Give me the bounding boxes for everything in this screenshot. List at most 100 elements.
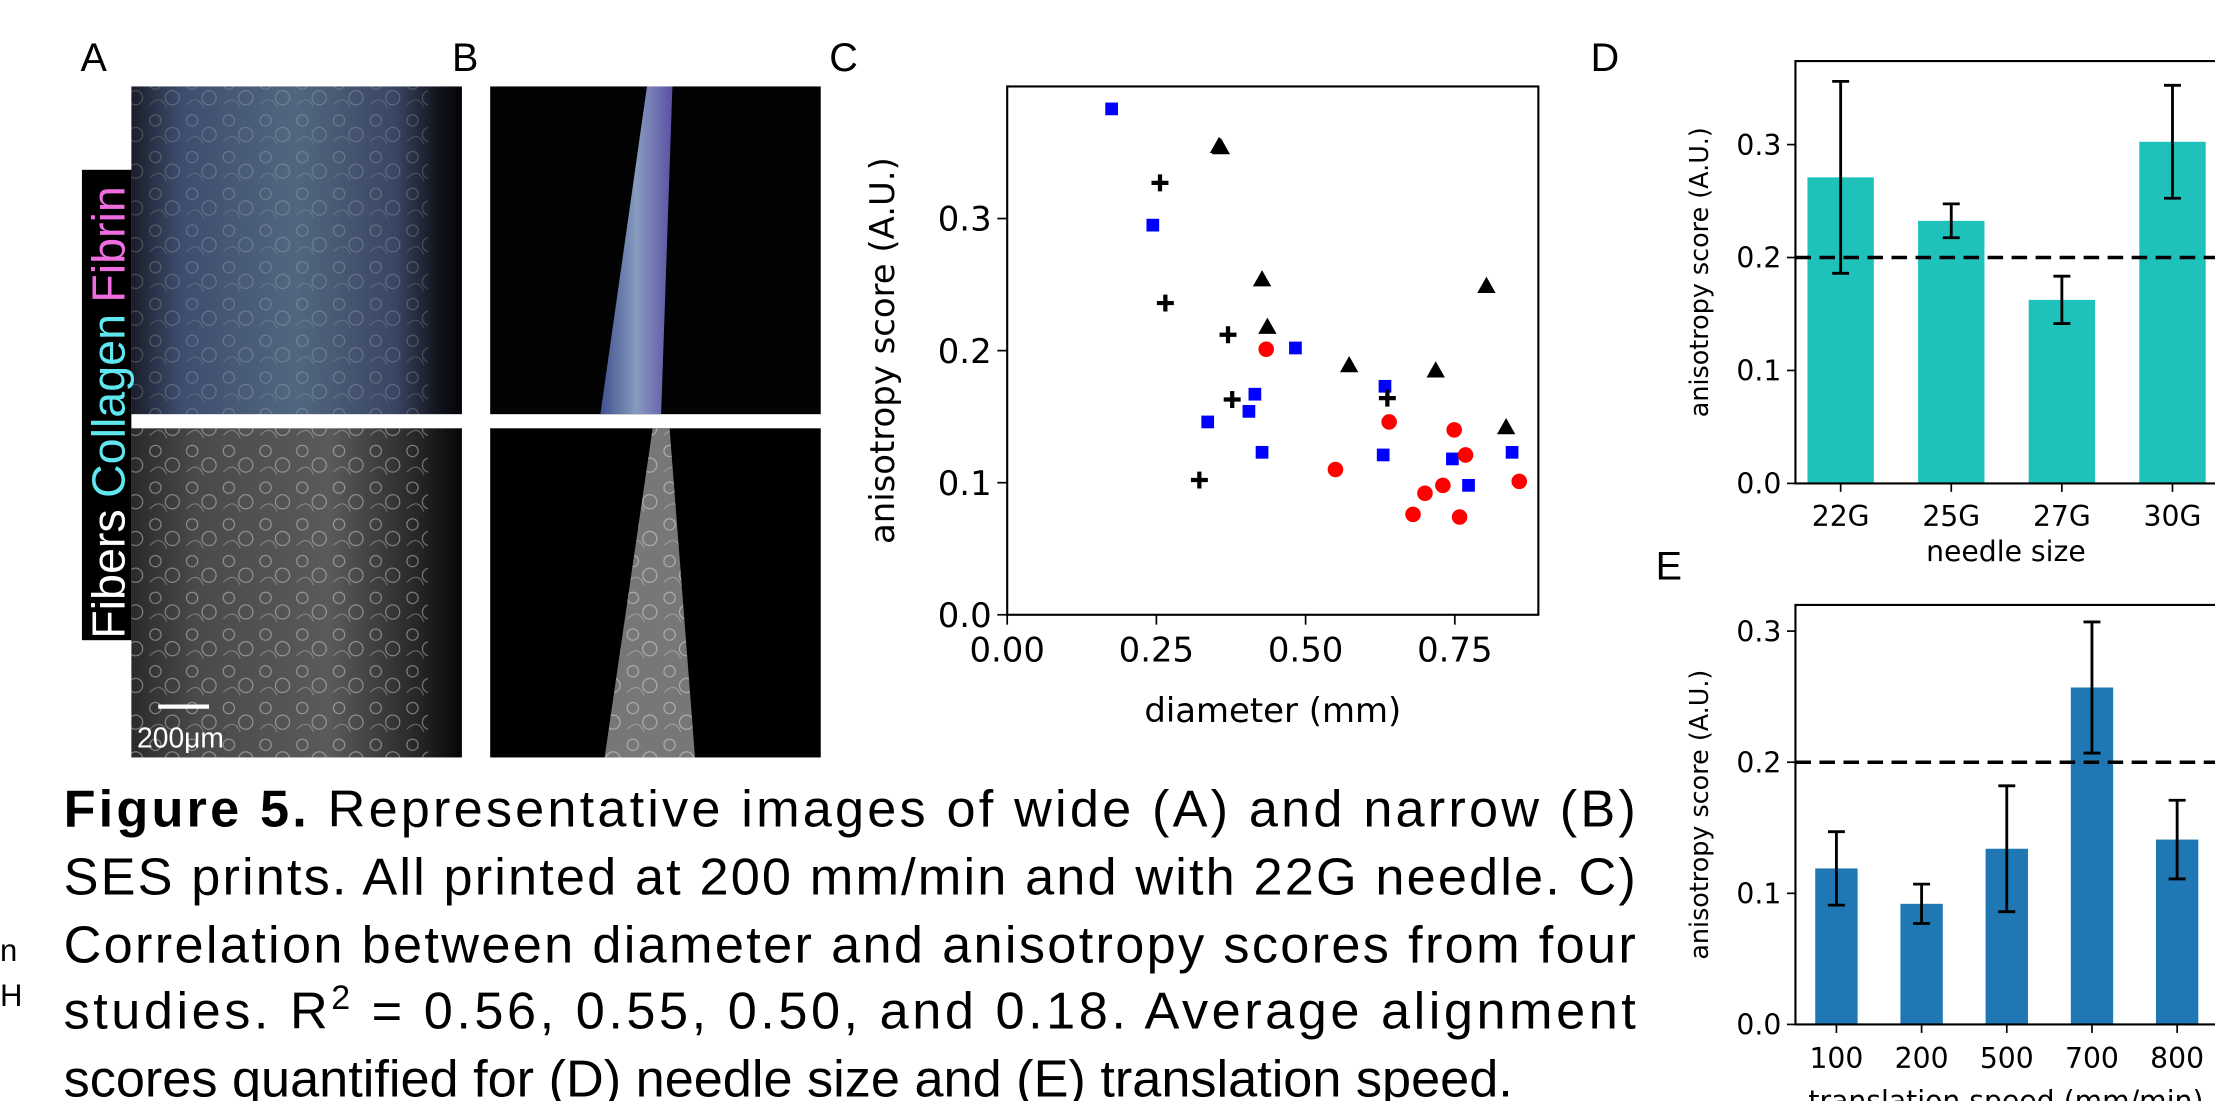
panel-label: C: [829, 36, 858, 80]
caption-text: Representative images of wide (A) and na…: [310, 781, 1636, 839]
x-axis-label: diameter (mm): [1144, 691, 1401, 730]
point: [1223, 391, 1241, 408]
error-bar: [2053, 274, 2071, 326]
x-tick-label: 100: [1809, 1042, 1863, 1075]
y-tick-label: 0.0: [938, 596, 992, 635]
point: [1242, 405, 1256, 418]
error-bar: [1913, 882, 1931, 925]
point: [1105, 102, 1118, 116]
point: [1378, 389, 1396, 407]
caption-text: = 0.56, 0.55, 0.50, and 0.18. Average al…: [354, 983, 1637, 1041]
print-strand-texture: [604, 428, 696, 758]
channel-legend: Fibers Collagen Fibrin: [82, 186, 134, 639]
y-tick-label: 0.3: [1736, 129, 1781, 162]
y-tick-label: 0.2: [1736, 242, 1781, 275]
point: [1457, 447, 1474, 463]
point: [1151, 174, 1169, 192]
point: [1146, 218, 1160, 232]
panel-label: E: [1656, 544, 1682, 588]
y-axis-label: anisotropy score (A.U.): [863, 157, 902, 544]
y-tick-label: 0.3: [938, 200, 992, 239]
bar: [2028, 299, 2096, 484]
y-tick-label: 0.1: [1736, 355, 1781, 388]
y-tick-label: 0.2: [1736, 746, 1781, 779]
point: [1211, 138, 1231, 155]
channel-fibers: Fibers: [82, 509, 134, 639]
y-axis-label: anisotropy score (A.U.): [1684, 127, 1714, 417]
error-bar: [2083, 620, 2101, 755]
x-tick-label: 500: [1980, 1042, 2034, 1075]
caption-text: studies. R: [64, 983, 328, 1041]
error-bar: [2164, 83, 2181, 200]
plot-frame: [1794, 59, 2215, 485]
point: [1435, 477, 1451, 494]
x-tick-label: 0.00: [969, 630, 1044, 669]
caption-superscript: 2: [331, 979, 350, 1017]
caption-line: scores quantified for (D) needle size an…: [64, 1050, 1513, 1101]
point: [1462, 478, 1475, 492]
point: [1248, 387, 1262, 401]
error-bar: [1832, 79, 1850, 275]
channel-fibrin: Fibrin: [82, 186, 134, 303]
point: [1339, 355, 1359, 373]
point: [1417, 485, 1433, 502]
point: [1252, 270, 1272, 287]
point: [1496, 418, 1516, 435]
x-tick-label: 27G: [2033, 500, 2091, 533]
point: [1255, 445, 1269, 459]
point: [1381, 414, 1397, 430]
point: [1156, 294, 1174, 312]
point: [1405, 506, 1421, 523]
point: [1258, 317, 1277, 334]
panel-label: B: [452, 36, 478, 80]
point: [1258, 341, 1274, 358]
caption-line: SES prints. All printed at 200 mm/min an…: [64, 848, 1636, 906]
x-tick-label: 800: [2150, 1042, 2204, 1075]
caption-label: Figure 5.: [64, 781, 307, 839]
x-tick-label: 25G: [1922, 500, 1980, 533]
x-tick-label: 0.75: [1417, 630, 1492, 669]
y-tick-label: 0.0: [1736, 468, 1781, 501]
error-bar: [1942, 202, 1960, 240]
y-tick-label: 0.2: [938, 332, 992, 371]
point: [1219, 326, 1237, 344]
caption-line: Figure 5. Representative images of wide …: [64, 781, 1636, 839]
bar: [1918, 220, 1985, 484]
y-axis-label: anisotropy score (A.U.): [1684, 670, 1714, 960]
point: [1477, 276, 1496, 293]
point: [1511, 473, 1528, 490]
channel-collagen: Collagen: [82, 314, 134, 498]
y-tick-label: 0.1: [938, 464, 992, 503]
error-bar: [1998, 784, 2016, 914]
point: [1327, 461, 1344, 478]
x-axis-label: translation speed (mm/min): [1808, 1085, 2203, 1101]
y-tick-label: 0.3: [1736, 615, 1781, 648]
point: [1426, 361, 1445, 378]
point: [1289, 341, 1302, 355]
channel-legend-bg: [81, 169, 132, 641]
point: [1451, 509, 1468, 525]
margin-fragment: H: [0, 978, 22, 1013]
caption-line: Correlation between diameter and anisotr…: [64, 916, 1636, 974]
micrograph-texture: [131, 428, 429, 758]
point: [1505, 445, 1519, 459]
x-tick-label: 0.25: [1119, 630, 1194, 669]
x-tick-label: 22G: [1812, 500, 1870, 533]
x-tick-label: 700: [2065, 1042, 2119, 1075]
point: [1376, 448, 1390, 462]
margin-fragment: n: [0, 933, 17, 968]
panel-label: D: [1591, 36, 1620, 80]
x-tick-label: 0.50: [1268, 630, 1343, 669]
x-tick-label: 200: [1895, 1042, 1949, 1075]
x-axis-label: needle size: [1926, 535, 2086, 568]
point: [1446, 452, 1459, 466]
point: [1201, 415, 1215, 429]
point: [1190, 471, 1208, 489]
scale-bar-label: 200μm: [137, 722, 224, 754]
error-bar: [1827, 830, 1845, 907]
plot-frame: [1794, 603, 2215, 1026]
point: [1378, 379, 1392, 393]
